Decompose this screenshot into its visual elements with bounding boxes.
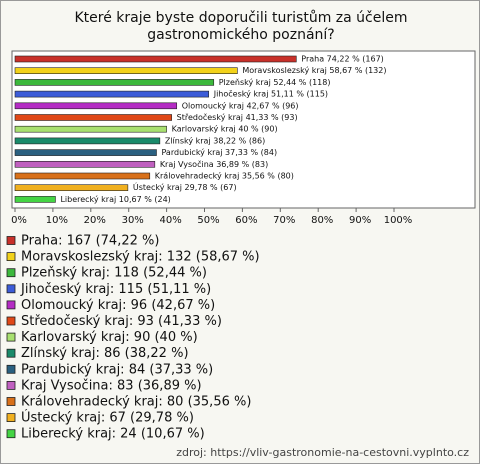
data-label-bg <box>240 66 389 76</box>
x-tick-label: 60% <box>235 215 257 226</box>
data-label-bg <box>216 76 333 87</box>
x-tick-label: 10% <box>46 215 68 226</box>
legend-swatch <box>6 300 16 310</box>
data-label: Pardubický kraj 37,33 % (84) <box>161 148 277 157</box>
bar <box>14 137 161 145</box>
legend-label: Karlovarský kraj: 90 (40 %) <box>21 330 198 345</box>
bar <box>14 79 215 86</box>
x-tick-label: 100% <box>384 215 413 226</box>
data-label-bg <box>210 88 331 99</box>
data-label: Olomoucký kraj 42,67 % (96) <box>182 101 299 110</box>
bar <box>14 102 178 110</box>
x-tick-label: 20% <box>84 215 106 226</box>
source: zdroj: https://vliv-gastronomie-na-cesto… <box>176 446 469 459</box>
data-label: Plzeňský kraj 52,44 % (118) <box>219 77 331 87</box>
legend-label: Zlínský kraj: 86 (38,22 %) <box>21 346 189 361</box>
legend-label: Ústecký kraj: 67 (29,78 %) <box>21 410 194 426</box>
legend-swatch <box>6 332 16 342</box>
data-label-bg <box>179 101 301 111</box>
x-tick-label: 80% <box>311 215 333 226</box>
legend-label: Pardubický kraj: 84 (37,33 %) <box>21 362 213 377</box>
legend-swatch <box>6 397 16 406</box>
data-label-bg <box>58 194 173 204</box>
bar <box>14 161 156 168</box>
legend-label: Moravskoslezský kraj: 132 (58,67 %) <box>21 250 260 265</box>
x-tick-label: 40% <box>159 215 181 226</box>
data-label-bg <box>157 158 271 169</box>
legend-label: Praha: 167 (74,22 %) <box>21 234 159 249</box>
data-label: Moravskoslezský kraj 58,67 % (132) <box>242 66 386 75</box>
bar <box>14 172 151 180</box>
bar <box>14 184 129 191</box>
legend-swatch <box>6 348 16 358</box>
legend-swatch <box>6 252 16 262</box>
data-label: Ústecký kraj 29,78 % (67) <box>133 181 237 192</box>
data-label: Středočeský kraj 41,33 % (93) <box>177 112 298 122</box>
legend-swatch <box>6 316 16 326</box>
bar <box>14 125 167 133</box>
legend-label: Jihočeský kraj: 115 (51,11 %) <box>20 282 211 297</box>
legend-label: Středočeský kraj: 93 (41,33 %) <box>21 314 222 329</box>
legend-swatch <box>6 268 16 278</box>
legend-swatch <box>6 284 16 294</box>
bar <box>14 149 157 156</box>
bar <box>14 67 238 74</box>
data-label: Zlínský kraj 38,22 % (86) <box>165 136 265 145</box>
data-label-bg <box>174 112 300 122</box>
chart-title: Které kraje byste doporučili turistům za… <box>74 10 408 43</box>
data-label: Praha 74,22 % (167) <box>301 55 384 64</box>
data-label-bg <box>162 136 268 146</box>
legend-label: Liberecký kraj: 24 (10,67 %) <box>21 427 205 442</box>
data-label-bg <box>159 148 280 158</box>
bar <box>14 55 297 63</box>
legend-swatch <box>6 364 16 374</box>
data-label-bg <box>152 171 296 181</box>
data-label-bg <box>299 54 386 64</box>
data-label: Kraj Vysočina 36,89 % (83) <box>160 159 268 169</box>
x-tick-label: 70% <box>273 215 295 226</box>
data-label-bg <box>169 124 280 134</box>
bar <box>14 114 172 121</box>
legend-swatch <box>6 380 16 390</box>
x-tick-label: 90% <box>349 215 371 226</box>
legend-label: Plzeňský kraj: 118 (52,44 %) <box>21 266 207 281</box>
legend-label: Olomoucký kraj: 96 (42,67 %) <box>21 298 215 313</box>
bar <box>14 90 210 98</box>
data-label: Karlovarský kraj 40 % (90) <box>172 125 278 134</box>
data-label-bg <box>130 181 239 193</box>
data-label: Liberecký kraj 10,67 % (24) <box>60 195 170 204</box>
x-tick-label: 50% <box>197 215 219 226</box>
data-label: Jihočeský kraj 51,11 % (115) <box>213 89 328 99</box>
legend-label: Královehradecký kraj: 80 (35,56 %) <box>21 395 251 410</box>
x-tick-label: 0% <box>11 215 27 226</box>
legend-swatch <box>6 236 16 245</box>
x-tick-label: 30% <box>122 215 144 226</box>
legend-swatch <box>6 429 16 439</box>
data-label: Královehradecký kraj 35,56 % (80) <box>155 172 294 181</box>
bar <box>14 196 56 203</box>
legend-label: Kraj Vysočina: 83 (36,89 %) <box>21 378 202 393</box>
legend-swatch <box>6 413 16 423</box>
